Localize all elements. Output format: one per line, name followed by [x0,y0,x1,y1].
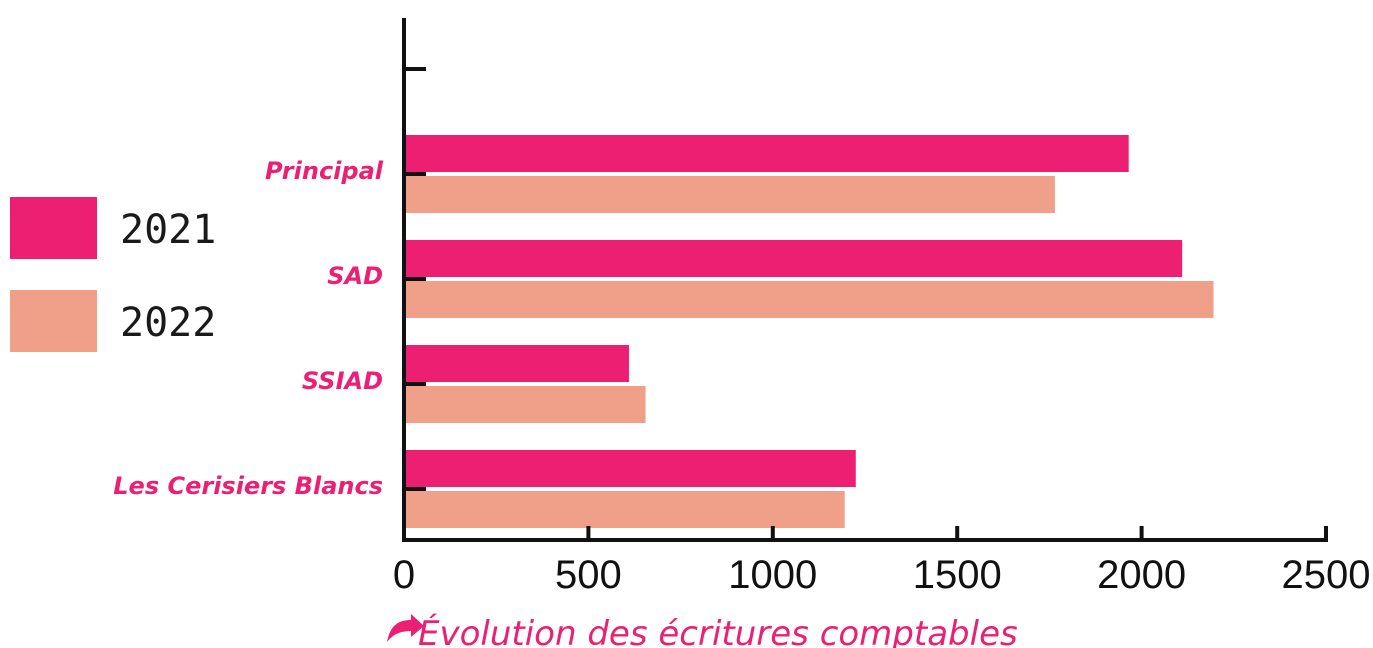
chart-axes [402,18,1328,542]
bar-2021-sad [404,240,1183,277]
category-label-sad: SAD [327,262,383,290]
legend-swatch-2022 [10,290,97,352]
category-label-ssiad: SSIAD [302,367,383,395]
bar-2021-ssiad [404,345,629,382]
bar-2022-ssiad [404,386,646,423]
legend-swatch-2021 [10,197,97,259]
bar-2022-les-cerisiers-blancs [404,491,845,528]
category-labels: Principal SAD SSIAD Les Cerisiers Blancs [113,157,384,500]
bar-2021-principal [404,135,1129,172]
legend: 2021 2022 [10,197,216,352]
x-tick-labels: 0 500 1000 1500 2000 2500 [393,553,1371,597]
bar-group [404,135,1214,528]
caption-text: Évolution des écritures comptables [418,613,1018,648]
category-label-principal: Principal [265,157,384,185]
x-tick-label-0: 0 [393,553,415,597]
x-tick-label-1000: 1000 [728,553,817,597]
category-label-les-cerisiers-blancs: Les Cerisiers Blancs [113,472,383,500]
legend-label-2021: 2021 [120,207,216,253]
caption: Évolution des écritures comptables [387,613,1018,648]
x-tick-label-2000: 2000 [1097,553,1186,597]
bar-2022-principal [404,176,1055,213]
bar-2022-sad [404,281,1214,318]
bar-2021-les-cerisiers-blancs [404,450,856,487]
x-tick-label-1500: 1500 [913,553,1002,597]
curved-arrow-icon [387,614,424,642]
legend-label-2022: 2022 [120,300,216,346]
x-tick-label-2500: 2500 [1282,553,1371,597]
x-tick-label-500: 500 [555,553,622,597]
